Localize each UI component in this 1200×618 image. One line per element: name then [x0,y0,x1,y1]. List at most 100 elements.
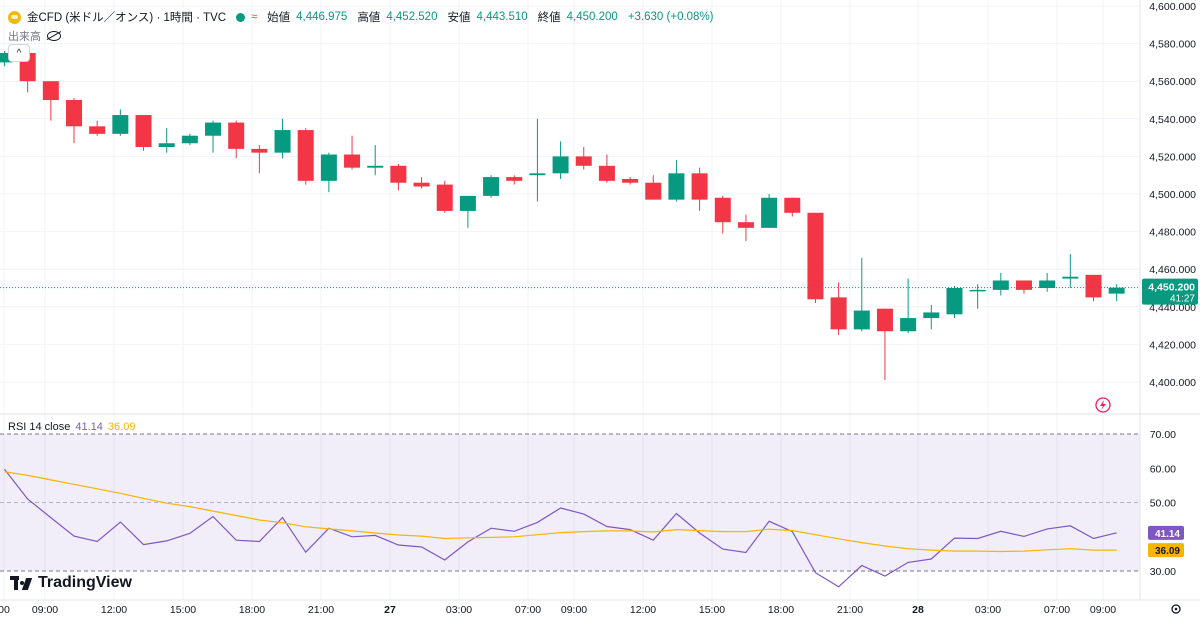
candle[interactable] [1085,274,1102,302]
candle[interactable] [42,81,59,121]
candle[interactable] [344,135,361,170]
candle[interactable] [390,163,407,191]
lightning-icon-ring [1095,397,1111,413]
candle[interactable] [1015,280,1032,294]
candle[interactable] [529,118,546,202]
candle[interactable] [181,133,198,146]
candle[interactable] [761,194,778,228]
candle[interactable] [622,177,639,185]
candle[interactable] [552,141,569,179]
candle[interactable] [506,175,523,185]
high-label: 高値 [357,12,381,24]
candle[interactable] [0,51,13,67]
candle[interactable] [297,128,314,185]
rsi-value-tag[interactable]: 41.14 [1148,525,1184,540]
candle[interactable] [807,212,824,304]
candle-body [205,122,222,136]
high-value: 4,452.520 [386,11,438,23]
candle[interactable] [367,145,384,176]
candle[interactable] [112,109,129,136]
candle[interactable] [413,177,430,189]
rsi-value-tag-text: 41.14 [1155,529,1180,540]
rsi-ma-tag[interactable]: 36.09 [1148,543,1184,558]
candle-body [876,308,893,332]
candle-body [807,212,824,300]
candle[interactable] [1062,254,1079,288]
candle-body [181,135,198,144]
candle[interactable] [320,152,337,193]
candle[interactable] [923,304,940,330]
price-tick-label: 4,480.000 [1149,227,1196,239]
candle[interactable] [66,98,83,144]
time-tick-label: 09:00 [561,604,587,616]
collapse-legend-button[interactable]: ^ [8,44,30,62]
brand-name: TradingView [38,574,132,591]
eye-hidden-icon[interactable] [47,31,61,41]
candle[interactable] [969,284,986,309]
price-tick-label: 4,420.000 [1149,339,1196,351]
candle[interactable] [946,286,963,319]
candle-body [552,156,569,174]
candle[interactable] [598,154,615,183]
time-tick-label: 18:00 [239,604,265,616]
rsi-value: 41.14 [75,421,103,433]
market-open-dot-icon [236,12,246,22]
candle[interactable] [714,195,731,234]
time-tick-label: 12:00 [630,604,656,616]
time-tick-label: 27 [384,604,396,616]
tradingview-logo[interactable]: TradingView [10,574,132,592]
candle[interactable] [251,145,268,174]
candle[interactable] [853,257,870,332]
last-price-tag-bg [1142,278,1198,305]
close-label: 終値 [537,12,561,24]
low-value: 4,443.510 [476,11,528,23]
candle[interactable] [830,282,847,335]
candle[interactable] [158,128,175,153]
candle[interactable] [668,160,685,202]
candle[interactable] [135,115,152,151]
candle[interactable] [483,175,500,198]
candle-body [668,173,685,200]
rsi-tick-label: 60.00 [1150,463,1176,475]
price-tick-label: 4,580.000 [1149,39,1196,51]
candle[interactable] [784,197,801,217]
candle[interactable] [205,120,222,153]
time-tick-label: 21:00 [308,604,334,616]
open-value: 4,446.975 [296,11,348,23]
price-tick-label: 4,560.000 [1149,76,1196,88]
lightning-icon-bolt [1100,400,1106,410]
price-tick-label: 4,460.000 [1149,264,1196,276]
candle[interactable] [228,120,245,159]
price-tick-label: 4,440.000 [1149,302,1196,314]
candle[interactable] [1108,284,1125,302]
candle[interactable] [900,278,917,334]
candle[interactable] [691,167,708,211]
price-tick-label: 4,600.000 [1149,1,1196,13]
rsi-legend[interactable]: RSI 14 close 41.14 36.09 [8,421,135,433]
candle[interactable] [459,195,476,228]
symbol-title[interactable]: 金CFD (米ドル／オンス) · 1時間 · TVC [27,12,227,24]
volume-legend[interactable]: 出来高 [8,28,61,44]
candle-body [251,148,268,153]
candle[interactable] [1039,272,1056,292]
rsi-label: RSI 14 close [8,421,71,433]
gear-icon[interactable] [1171,604,1181,614]
candle[interactable] [737,214,754,241]
candle-body [761,197,778,228]
candle[interactable] [89,120,106,136]
symbol-legend[interactable]: 金CFD (米ドル／オンス) · 1時間 · TVC ≈ 始値 4,446.975… [8,8,718,26]
last-price-tag-value: 4,450.200 [1148,282,1195,294]
candle-body [830,297,847,330]
candle[interactable] [645,175,662,200]
candle[interactable] [575,147,592,170]
candle-body [1085,274,1102,298]
candle[interactable] [436,180,453,213]
lightning-icon[interactable] [1095,397,1111,413]
candle-body [344,154,361,168]
candle[interactable] [876,308,893,381]
tradingview-mark-icon [10,576,33,590]
candle[interactable] [992,272,1009,296]
candle[interactable] [274,118,291,159]
